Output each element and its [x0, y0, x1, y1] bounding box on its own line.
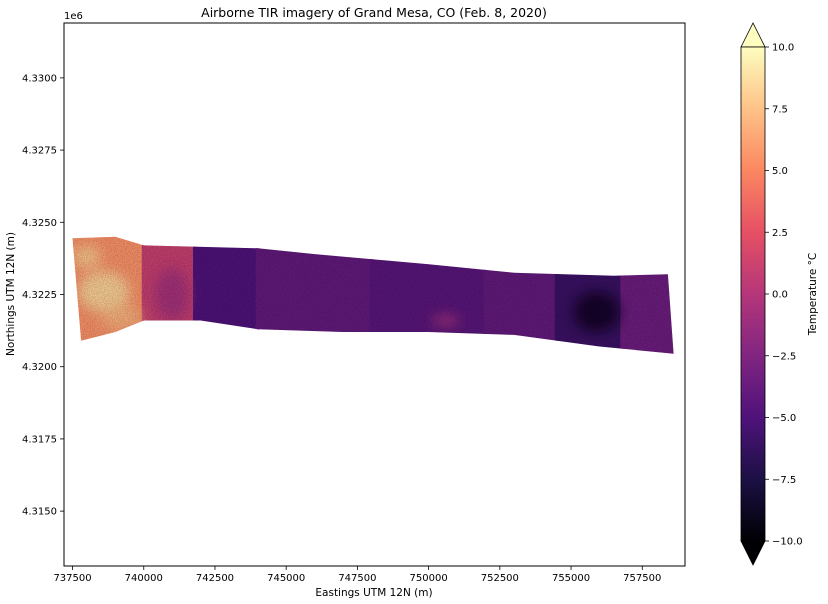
y-tick-label: 4.3300: [22, 73, 57, 84]
x-tick-label: 752500: [481, 573, 519, 584]
x-axis-label: Eastings UTM 12N (m): [315, 587, 432, 599]
y-offset-label: 1e6: [64, 11, 83, 22]
x-tick-label: 755000: [552, 573, 590, 584]
x-tick-label: 745000: [267, 573, 305, 584]
y-axis: 4.3150 4.3175 4.3200 4.3225 4.3250 4.3275 4.33…: [22, 73, 64, 518]
colorbar-extend-min: [740, 540, 766, 566]
colorbar-tick-label: −7.5: [772, 475, 796, 486]
x-axis: 737500 740000 742500 745000 747500 750000 7525…: [53, 566, 661, 584]
chart-title: Airborne TIR imagery of Grand Mesa, CO (…: [201, 5, 547, 20]
colorbar-tick-label: 10.0: [772, 43, 794, 54]
colorbar-ticks: −10.0 −7.5 −5.0 −2.5 0.0 2.5 5.0 7.5 10.0: [765, 43, 803, 548]
y-tick-label: 4.3200: [22, 362, 57, 373]
tir-swath: [72, 236, 674, 354]
colorbar-tick-label: 5.0: [772, 166, 788, 177]
colorbar-extend-max: [740, 22, 766, 48]
colorbar-body: [740, 46, 766, 542]
y-tick-label: 4.3150: [22, 507, 57, 518]
y-axis-label: Northings UTM 12N (m): [5, 232, 17, 356]
y-tick-label: 4.3175: [22, 434, 57, 445]
colorbar-tick-label: −5.0: [772, 413, 796, 424]
colorbar-tick-label: −2.5: [772, 351, 796, 362]
x-tick-label: 757500: [623, 573, 661, 584]
colorbar-tick-label: 0.0: [772, 290, 788, 301]
colorbar-tick-label: 2.5: [772, 228, 788, 239]
x-tick-label: 742500: [196, 573, 234, 584]
x-tick-label: 747500: [338, 573, 376, 584]
colorbar: −10.0 −7.5 −5.0 −2.5 0.0 2.5 5.0 7.5 10.0 Temper…: [740, 22, 819, 566]
y-tick-label: 4.3275: [22, 146, 57, 157]
colorbar-tick-label: −10.0: [772, 537, 803, 548]
colorbar-tick-label: 7.5: [772, 104, 788, 115]
x-tick-label: 740000: [125, 573, 163, 584]
colorbar-label: Temperature °C: [807, 253, 819, 336]
plot-area: [63, 22, 686, 567]
x-tick-label: 737500: [53, 573, 91, 584]
x-tick-label: 750000: [410, 573, 448, 584]
y-tick-label: 4.3225: [22, 290, 57, 301]
y-tick-label: 4.3250: [22, 218, 57, 229]
